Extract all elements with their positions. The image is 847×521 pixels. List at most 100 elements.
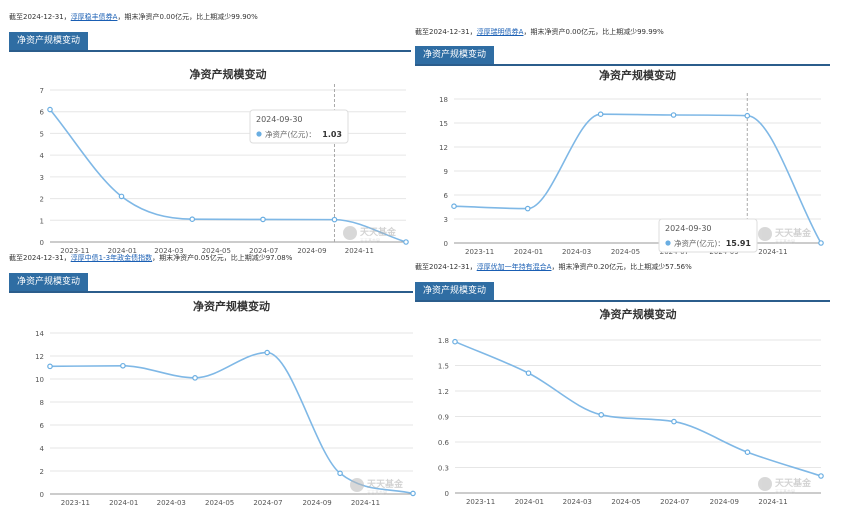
panel-2: 截至2024-12-31，淳厚瑞明债券A，期末净资产0.00亿元，比上期减少99… — [415, 27, 830, 265]
y-tick-label: 6 — [444, 192, 449, 200]
x-tick-label: 2024-09 — [297, 247, 326, 255]
y-tick-label: 1 — [40, 217, 44, 225]
chart-title: 净资产规模变动 — [190, 67, 267, 81]
watermark-subtext: 天天基金网 — [775, 488, 795, 494]
tooltip-date: 2024-09-30 — [256, 115, 303, 124]
x-tick-label: 2024-11 — [758, 248, 787, 256]
tooltip-value: 15.91 — [726, 239, 752, 248]
y-tick-label: 7 — [40, 87, 44, 95]
tooltip-box — [249, 109, 349, 144]
y-tick-label: 0.9 — [438, 414, 449, 422]
chart-1: 净资产规模变动 0 1 2 3 4 5 6 7 2023-11 2024-01 2024-03 2024… — [9, 54, 411, 255]
fund-link[interactable]: 淳厚瑞明债券A — [476, 28, 524, 36]
chart-svg: 净资产规模变动 0 3 6 9 12 15 18 2023-11 2024-01 2024-03 20… — [439, 68, 824, 256]
y-tick-label: 6 — [40, 422, 45, 430]
series-line — [454, 340, 822, 477]
tooltip-value: 1.03 — [322, 130, 342, 139]
watermark-logo — [758, 477, 772, 491]
y-tick-label: 8 — [40, 399, 44, 407]
data-point — [47, 363, 53, 370]
y-tick-label: 1.2 — [438, 388, 449, 396]
data-point — [118, 193, 125, 200]
y-tick-label: 9 — [444, 168, 448, 176]
tooltip-label: 净资产(亿元)： — [674, 238, 725, 248]
data-point — [451, 203, 457, 210]
x-tick-label: 2024-03 — [157, 499, 186, 507]
y-tick-label: 4 — [40, 152, 45, 160]
watermark-text: 天天基金 — [775, 477, 812, 489]
data-point — [192, 375, 198, 381]
note-suffix: ，期末净资产0.05亿元，比上期减少97.08% — [152, 254, 293, 262]
data-point — [818, 473, 824, 479]
data-point — [818, 240, 824, 246]
data-point — [597, 111, 604, 118]
x-tick-label: 2024-09 — [302, 499, 331, 507]
y-tick-label: 6 — [40, 109, 45, 117]
chart-2: 净资产规模变动 0 3 6 9 12 15 18 2023-11 2024-01 2024-03 20… — [415, 65, 830, 265]
note-suffix: ，期末净资产0.00亿元，比上期减少99.99% — [523, 28, 664, 36]
note-prefix: 截至2024-12-31， — [415, 28, 477, 36]
section-tab[interactable]: 净资产规模变动 — [415, 46, 495, 64]
y-tick-label: 3 — [444, 216, 448, 224]
data-point — [524, 205, 531, 212]
x-tick-label: 2024-05 — [205, 499, 234, 507]
x-tick-label: 2023-11 — [465, 248, 494, 256]
chart-svg: 净资产规模变动 0 0.3 0.6 0.9 1.2 1.5 1.8 2023-11 2024-01… — [438, 307, 824, 506]
watermark-logo — [343, 226, 357, 240]
tooltip-marker — [256, 131, 262, 137]
x-tick-label: 2024-05 — [611, 498, 640, 506]
x-tick-label: 2024-03 — [563, 498, 592, 506]
data-point — [403, 239, 409, 245]
y-tick-label: 1.5 — [438, 363, 449, 371]
y-tick-label: 2 — [40, 196, 44, 204]
y-tick-label: 0.6 — [438, 439, 450, 447]
x-tick-label: 2024-03 — [562, 248, 591, 256]
section-tab[interactable]: 净资产规模变动 — [415, 282, 495, 300]
y-tick-label: 0 — [40, 239, 44, 247]
section-tab[interactable]: 净资产规模变动 — [9, 273, 89, 291]
tooltip: 2024-09-30 净资产(亿元)： 1.03 — [249, 109, 349, 144]
x-tick-label: 2024-11 — [351, 499, 380, 507]
note-prefix: 截至2024-12-31， — [9, 13, 71, 21]
fund-link[interactable]: 淳厚中债1-3年政金债指数 — [70, 254, 153, 262]
x-tick-label: 2023-11 — [60, 247, 89, 255]
note-suffix: ，期末净资产0.00亿元，比上期减少99.90% — [117, 13, 258, 21]
chart-4: 净资产规模变动 0 0.3 0.6 0.9 1.2 1.5 1.8 2023-11 2024-01… — [415, 302, 830, 520]
y-tick-label: 1.8 — [438, 337, 449, 345]
y-tick-label: 0 — [40, 491, 44, 499]
fund-note: 截至2024-12-31，淳厚稳丰债券A，期末净资产0.00亿元，比上期减少99… — [9, 12, 258, 22]
x-tick-label: 2024-09 — [710, 498, 739, 506]
x-tick-label: 2023-11 — [466, 498, 495, 506]
watermark-logo — [350, 478, 364, 492]
fund-link[interactable]: 淳厚优加一年持有混合A — [476, 263, 552, 271]
watermark-subtext: 天天基金网 — [360, 237, 380, 243]
y-tick-label: 4 — [40, 445, 45, 453]
tooltip-box — [658, 218, 758, 253]
section-tab[interactable]: 净资产规模变动 — [9, 32, 89, 50]
panel-1: 截至2024-12-31，淳厚稳丰债券A，期末净资产0.00亿元，比上期减少99… — [9, 10, 411, 255]
data-point — [331, 216, 338, 223]
chart-title: 净资产规模变动 — [600, 307, 677, 321]
x-tick-label: 2024-01 — [515, 498, 544, 506]
section-header: 净资产规模变动 — [9, 32, 411, 52]
chart-svg: 净资产规模变动 0 2 4 6 8 10 12 14 2023-11 2024-01 2024-03 2… — [35, 299, 416, 507]
note-suffix: ，期末净资产0.20亿元，比上期减少57.56% — [551, 263, 692, 271]
data-point — [744, 112, 751, 119]
y-tick-label: 12 — [439, 144, 448, 152]
y-tick-label: 0.3 — [438, 465, 449, 473]
x-tick-label: 2024-11 — [345, 247, 374, 255]
panel-4: 截至2024-12-31，淳厚优加一年持有混合A，期末净资产0.20亿元，比上期… — [415, 262, 830, 520]
chart-title: 净资产规模变动 — [599, 68, 676, 82]
watermark-text: 天天基金 — [775, 227, 812, 239]
fund-link[interactable]: 淳厚稳丰债券A — [70, 13, 118, 21]
data-point — [337, 470, 343, 477]
watermark-subtext: 天天基金网 — [367, 489, 387, 495]
x-tick-label: 2023-11 — [61, 499, 90, 507]
data-point — [744, 449, 751, 456]
x-tick-label: 2024-07 — [660, 498, 689, 506]
note-prefix: 截至2024-12-31， — [9, 254, 71, 262]
chart-title: 净资产规模变动 — [193, 299, 270, 313]
